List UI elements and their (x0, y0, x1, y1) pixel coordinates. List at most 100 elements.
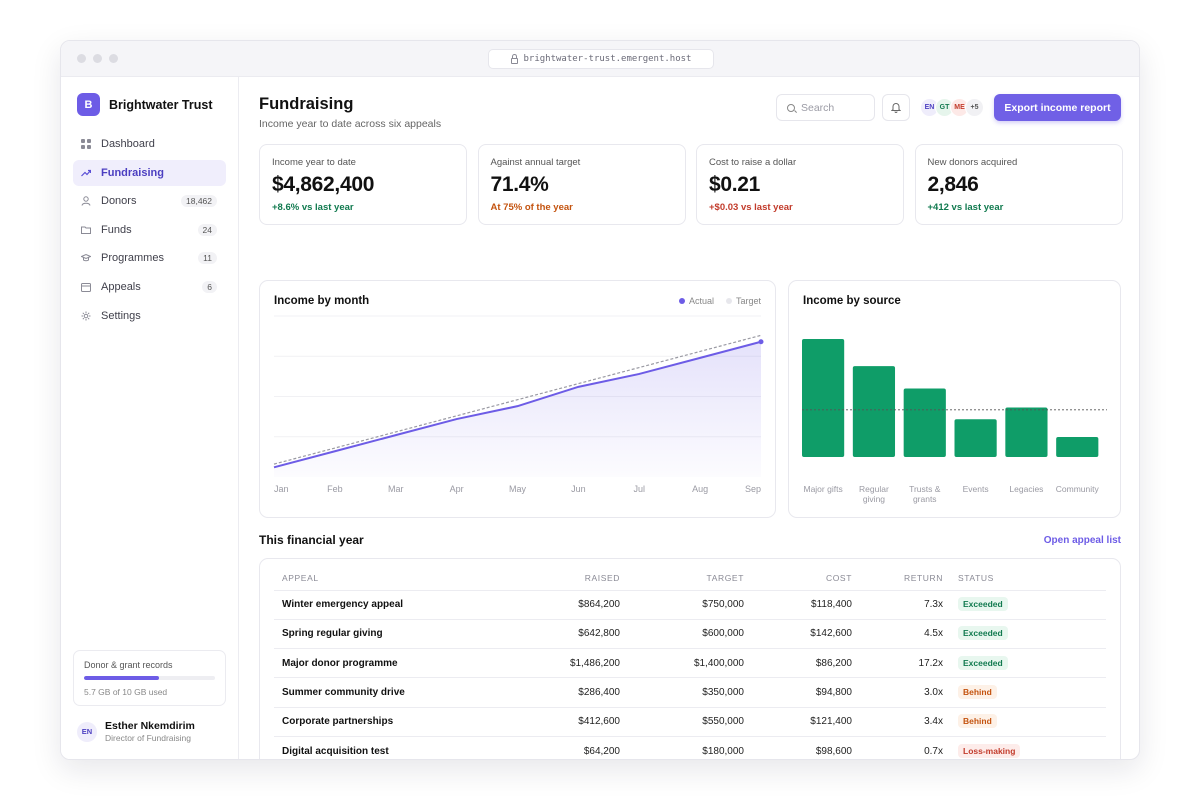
x-tick-label: Regular (859, 484, 889, 494)
kpi-card: Income year to date $4,862,400 +8.6% vs la… (259, 144, 467, 225)
sidebar-item-label: Appeals (101, 280, 141, 293)
x-tick-label: grants (913, 494, 937, 504)
sidebar-item-count: 24 (197, 223, 217, 236)
kpi-label: Cost to raise a dollar (709, 157, 797, 168)
kpi-label: New donors acquired (927, 157, 1018, 168)
bar[interactable] (1056, 436, 1099, 457)
page-subtitle: Income year to date across six appeals (259, 118, 442, 130)
cell-appeal: Winter emergency appeal (274, 590, 474, 620)
x-tick-label: Community (1056, 484, 1100, 494)
sidebar-item-programmes[interactable]: Programmes 11 (73, 245, 226, 271)
x-tick-label: Jun (571, 484, 586, 494)
export-income-report-button[interactable]: Export income report (994, 94, 1121, 121)
sidebar-item-count: 18,462 (181, 195, 217, 208)
x-tick-label: Mar (388, 484, 404, 494)
sidebar-item-label: Programmes (101, 252, 164, 265)
cell-appeal: Digital acquisition test (282, 745, 389, 757)
brand[interactable]: B Brightwater Trust (77, 93, 213, 116)
column-header-appeal[interactable]: APPEAL (274, 567, 474, 591)
column-header-target[interactable]: TARGET (620, 567, 744, 591)
bar[interactable] (954, 419, 997, 457)
kpi-value: $4,862,400 (272, 173, 375, 196)
cell-cost: $118,400 (744, 590, 852, 620)
sidebar-item-donors[interactable]: Donors 18,462 (73, 188, 226, 214)
sidebar-item-label: Funds (101, 223, 132, 236)
table-row[interactable]: Major donor programme $1,486,200 $1,400,00… (274, 648, 1106, 679)
sidebar-nav: Dashboard Fundraising Donors 18,462 Funds 24 P… (73, 131, 226, 331)
line-chart: Jan Feb Mar Apr May Jun Jul Aug Sep (273, 315, 764, 494)
column-header-cost[interactable]: COST (744, 567, 852, 591)
x-tick-label: giving (863, 494, 885, 504)
bar[interactable] (903, 388, 946, 457)
bar[interactable] (852, 366, 896, 457)
lock-icon (510, 53, 518, 64)
sidebar-item-settings[interactable]: Settings (73, 303, 226, 329)
column-header-return[interactable]: RETURN (852, 567, 943, 591)
legend-actual: Actual (678, 296, 714, 306)
sidebar-item-appeals[interactable]: Appeals 6 (73, 274, 226, 300)
cell-target: $1,400,000 (620, 648, 744, 679)
x-tick-label: Apr (450, 484, 464, 494)
status-badge: Behind (958, 714, 997, 729)
table-row[interactable]: Summer community drive $286,400 $350,000 $9… (274, 677, 1106, 708)
brand-logo: B (77, 93, 100, 116)
table-row[interactable]: Corporate partnerships $412,600 $550,000 $1… (274, 707, 1106, 737)
table-row[interactable]: Winter emergency appeal $864,200 $750,000 $… (274, 590, 1106, 620)
sidebar-item-dashboard[interactable]: Dashboard (73, 131, 226, 157)
storage-usage: 5.7 GB of 10 GB used (84, 687, 168, 697)
avatar: EN (77, 721, 97, 742)
target-line (273, 334, 762, 465)
folder-icon (81, 225, 91, 235)
cell-raised: $642,800 (474, 619, 620, 650)
address-bar[interactable]: brightwater-trust.emergent.host (488, 49, 714, 69)
grid-icon (81, 139, 91, 149)
table-row[interactable]: Digital acquisition test $64,200 $180,000 $… (274, 736, 1106, 759)
income-by-source-card: Income by source Major gifts Regular givin… (788, 280, 1121, 518)
gear-icon (81, 311, 91, 321)
kpi-value: 2,846 (927, 173, 979, 196)
income-by-month-card: Income by month Actual Target Jan Feb Mar A… (259, 280, 776, 518)
legend-dot (725, 298, 732, 304)
notifications-button[interactable] (882, 94, 910, 121)
column-header-raised[interactable]: RAISED (474, 567, 620, 591)
avatar[interactable]: +5 (965, 98, 984, 117)
x-tick-label: Feb (327, 484, 343, 494)
sidebar-item-label: Fundraising (101, 166, 164, 179)
open-appeal-list-link[interactable]: Open appeal list (1043, 535, 1121, 546)
x-tick-label: Jan (274, 484, 289, 494)
user-name: Esther Nkemdirim (105, 720, 195, 732)
search-input[interactable]: Search (776, 94, 875, 121)
browser-titlebar: brightwater-trust.emergent.host (61, 41, 1139, 77)
cell-appeal: Summer community drive (274, 677, 474, 708)
sidebar-item-funds[interactable]: Funds 24 (73, 217, 226, 243)
chart-title: Income by source (803, 295, 901, 307)
legend-target: Target (725, 296, 761, 306)
actual-end-point[interactable] (758, 339, 764, 345)
chart-legend: Actual Target (678, 296, 761, 306)
cell-status: Exceeded (943, 648, 1106, 679)
user-profile[interactable]: EN Esther Nkemdirim Director of Fundrais… (77, 720, 195, 743)
team-avatars[interactable]: EN GT ME +5 (920, 98, 984, 117)
bar[interactable] (1005, 407, 1048, 457)
kpi-label: Income year to date (272, 157, 356, 168)
bar[interactable] (802, 339, 845, 457)
sidebar-item-count: 11 (198, 252, 217, 265)
sidebar-item-count: 6 (202, 280, 217, 293)
table-header: APPEAL RAISED TARGET COST RETURN STATUS (274, 567, 1106, 591)
window-controls[interactable] (77, 54, 118, 63)
table-row[interactable]: Spring regular giving $642,800 $600,000 $14… (274, 619, 1106, 650)
cell-status: Behind (943, 677, 1106, 708)
chart-title: Income by month (274, 295, 370, 307)
cell-raised: $64,200 (583, 745, 620, 757)
cell-target: $550,000 (620, 707, 744, 737)
x-tick-label: Major gifts (803, 484, 842, 494)
status-badge: Loss-making (958, 743, 1021, 758)
appeals-table-card: APPEAL RAISED TARGET COST RETURN STATUS Winte… (259, 558, 1121, 759)
actual-area (274, 341, 761, 477)
storage-progress (84, 676, 215, 680)
column-header-status[interactable]: STATUS (943, 567, 1106, 591)
cell-status: Exceeded (943, 619, 1106, 650)
cell-status: Exceeded (943, 590, 1106, 620)
sidebar-item-fundraising[interactable]: Fundraising (73, 159, 226, 186)
